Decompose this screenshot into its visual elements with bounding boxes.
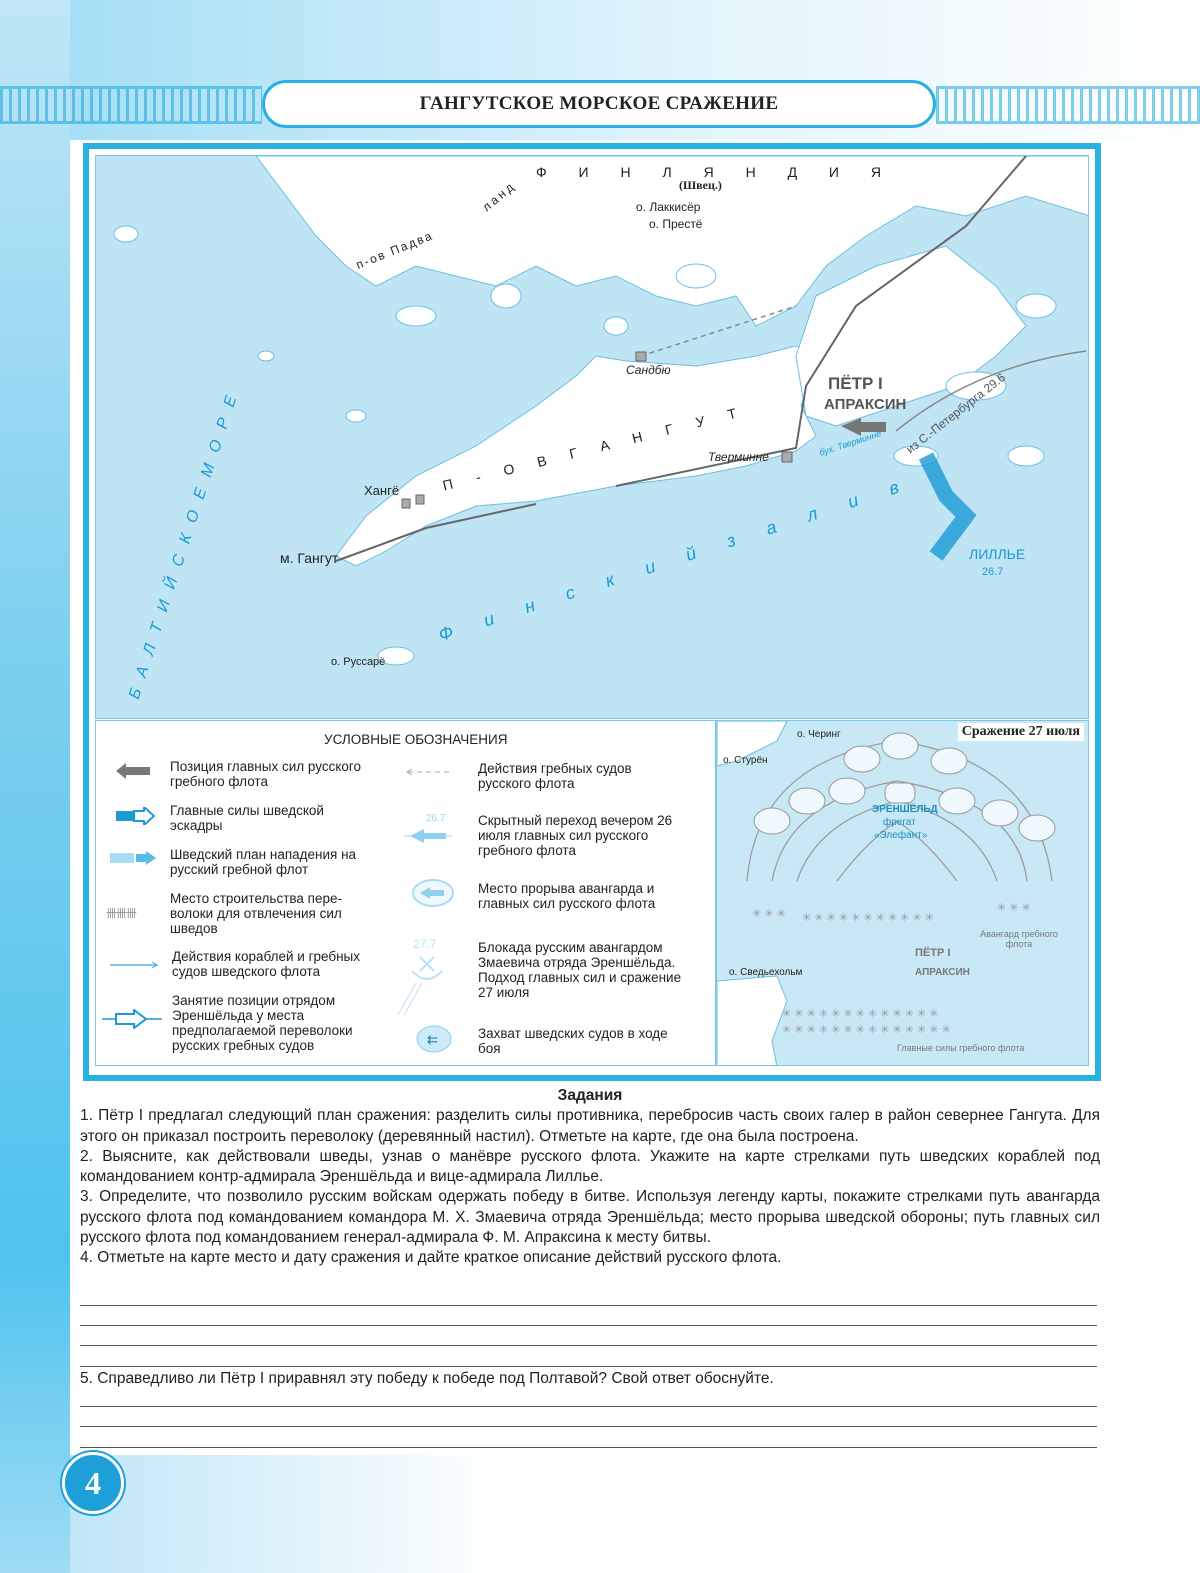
lille-arrow (918, 452, 977, 561)
svg-text:✳ ✳ ✳: ✳ ✳ ✳ (752, 908, 786, 920)
legend-item: Действия кораблей и гребных судов шведск… (172, 949, 361, 979)
label-sturen: о. Стурён (723, 755, 768, 766)
label-ehrenskiold: ЭРЕНШЁЛЬД (872, 804, 938, 815)
label-finland: Ф И Н Л Я Н Д И Я (536, 164, 895, 180)
legend-item: Занятие позиции отрядом Эреншёльда у мес… (172, 993, 353, 1053)
svg-text:✳ ✳ ✳: ✳ ✳ ✳ (997, 902, 1031, 914)
label-lakkiser: о. Лаккисёр (636, 200, 701, 214)
label-inset-apraksin: АПРАКСИН (915, 967, 970, 978)
label-chering: о. Черинг (797, 729, 841, 740)
legend-item: Место строительства пере-волоки для отвл… (170, 891, 342, 936)
legend-item: Скрытный переход вечером 26 июля главных… (478, 813, 673, 858)
svg-text:✳ ✳ ✳ ✳ ✳ ✳ ✳ ✳ ✳ ✳ ✳: ✳ ✳ ✳ ✳ ✳ ✳ ✳ ✳ ✳ ✳ ✳ (802, 912, 934, 924)
ehrenskiold-position-icon (102, 1009, 162, 1029)
label-russare: о. Руссарё (331, 656, 386, 668)
gray-arrow-icon (116, 763, 150, 779)
hange-marker (401, 498, 411, 509)
swedish-squadron-arrow-icon (116, 807, 156, 825)
label-sandbu: Сандбю (626, 363, 671, 377)
map-legend: УСЛОВНЫЕ ОБОЗНАЧЕНИЯ Позиция главных сил… (95, 720, 716, 1066)
portage-icon: 卌卌卌 (106, 908, 137, 920)
legend-item: Шведский план нападения на русский гребн… (170, 847, 357, 877)
russian-rowing-dashed (640, 305, 797, 357)
ornament-left (0, 86, 262, 124)
legend-date-27: 27.7 (413, 937, 437, 951)
ornament-right (936, 86, 1200, 124)
swedish-plan-arrow-icon (110, 851, 156, 865)
tasks-section: Задания 1. Пётр I предлагал следующий пл… (80, 1086, 1100, 1269)
svg-text:⇇: ⇇ (427, 1032, 438, 1047)
finland-coast (255, 156, 1088, 327)
legend-date-26: 26.7 (426, 813, 446, 824)
label-swedish-note: (Швец.) (679, 178, 722, 192)
page-title: ГАНГУТСКОЕ МОРСКОЕ СРАЖЕНИЕ (262, 80, 936, 128)
task-5: 5. Справедливо ли Пётр I приравнял эту п… (80, 1370, 774, 1387)
route-from-spb (895, 350, 1087, 432)
swedish-action-arrow-icon (110, 961, 158, 969)
answer-line[interactable] (80, 1345, 1097, 1346)
breakthrough-icon (412, 879, 454, 907)
label-frigate: фрегат (883, 817, 916, 828)
label-preste: о. Престё (649, 217, 703, 231)
legend-item: Захват шведских судов в ходе боя (478, 1026, 668, 1056)
answer-line[interactable] (80, 1447, 1097, 1448)
inset-title: Сражение 27 июля (957, 723, 1084, 742)
page-bottom-decoration (70, 1455, 500, 1573)
answer-line[interactable] (80, 1366, 1097, 1367)
answer-line[interactable] (80, 1325, 1097, 1326)
label-svedeholm: о. Сведьехольм (729, 967, 803, 978)
label-vanguard: Авангард гребного флота (980, 929, 1058, 950)
route-line (615, 156, 1027, 487)
legend-item: Позиция главных сил русского гребного фл… (170, 759, 362, 789)
answer-line[interactable] (80, 1305, 1097, 1306)
label-cape-gangut: м. Гангут (280, 550, 339, 566)
page-side-decoration (0, 0, 70, 1573)
route-line-west (335, 503, 537, 562)
label-lille-date: 26.7 (982, 566, 1004, 578)
label-apraksin: АПРАКСИН (824, 396, 907, 413)
page-number: 4 (62, 1452, 124, 1514)
label-peter: ПЁТР I (828, 374, 883, 393)
label-tverminne: Тверминне (708, 450, 769, 464)
blockade-icon (398, 956, 443, 1016)
legend-title: УСЛОВНЫЕ ОБОЗНАЧЕНИЯ (324, 732, 508, 747)
legend-item: Действия гребных судов русского флота (478, 761, 632, 791)
hange-marker-2 (415, 494, 425, 505)
russian-fleet-arrow (841, 418, 886, 436)
task-3: 3. Определите, что позволило русским вой… (80, 1188, 1100, 1247)
tverminne-marker (781, 451, 793, 463)
label-hange: Хангё (364, 483, 400, 498)
battle-inset-map: ✳ ✳ ✳ ✳ ✳ ✳ ✳ ✳ ✳ ✳ ✳ ✳ ✳ ✳ ✳ ✳ ✳ ✳ ✳ ✳ ✳ … (716, 720, 1089, 1066)
captured-ships-icon: ⇇ (416, 1025, 452, 1053)
map-geography (113, 156, 1088, 666)
label-inset-peter: ПЁТР I (915, 947, 951, 959)
legend-item: Блокада русским авангардом Змаевича отря… (478, 940, 682, 1000)
sandbu-marker (635, 351, 647, 362)
svg-text:✳ ✳ ✳ ✳ ✳ ✳ ✳ ✳ ✳ ✳ ✳ ✳ ✳ ✳: ✳ ✳ ✳ ✳ ✳ ✳ ✳ ✳ ✳ ✳ ✳ ✳ ✳ ✳ (782, 1024, 951, 1036)
legend-item: Место прорыва авангарда и главных сил ру… (478, 881, 656, 911)
svg-text:✳ ✳ ✳ ✳ ✳ ✳ ✳ ✳ ✳ ✳ ✳ ✳ ✳: ✳ ✳ ✳ ✳ ✳ ✳ ✳ ✳ ✳ ✳ ✳ ✳ ✳ (782, 1008, 939, 1020)
battle-scheme: ✳ ✳ ✳ ✳ ✳ ✳ ✳ ✳ ✳ ✳ ✳ ✳ ✳ ✳ ✳ ✳ ✳ ✳ ✳ ✳ ✳ … (717, 721, 1056, 1065)
tasks-title: Задания (557, 1087, 623, 1104)
answer-line[interactable] (80, 1426, 1097, 1427)
label-main-forces: Главные силы гребного флота (897, 1043, 1025, 1053)
label-lille: ЛИЛЛЬЕ (969, 546, 1026, 562)
task-2: 2. Выясните, как действовали шведы, узна… (80, 1147, 1100, 1186)
task-1: 1. Пётр I предлагал следующий план сраже… (80, 1107, 1100, 1145)
task-4: 4. Отметьте на карте место и дату сражен… (80, 1249, 782, 1267)
main-map: Ф И Н Л Я Н Д И Я (Швец.) о. Лаккисёр о.… (95, 155, 1089, 719)
russian-dashed-arrow-icon (406, 768, 452, 776)
answer-line[interactable] (80, 1406, 1097, 1407)
covert-transfer-arrow-icon (404, 829, 452, 843)
legend-item: Главные силы шведской эскадры (170, 803, 324, 833)
label-elephant: «Элефант» (874, 830, 928, 841)
